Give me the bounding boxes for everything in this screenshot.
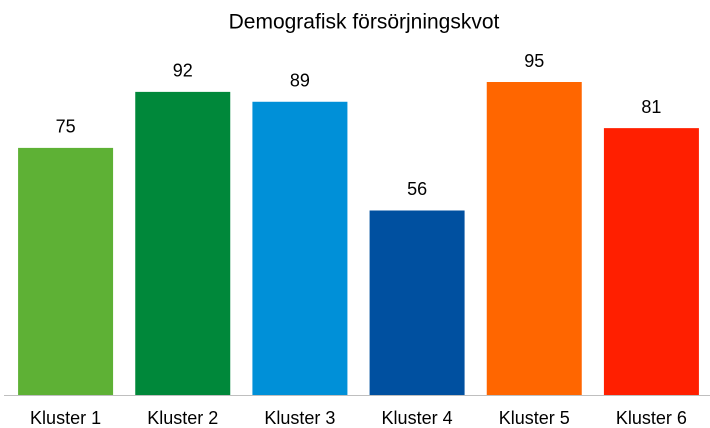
x-tick-label: Kluster 2: [147, 408, 218, 428]
bar: [369, 210, 465, 395]
data-label: 75: [56, 117, 76, 137]
bar: [486, 82, 582, 395]
data-label: 92: [173, 61, 193, 81]
bar: [18, 147, 114, 395]
bar: [135, 91, 231, 395]
x-tick-label: Kluster 6: [616, 408, 687, 428]
x-tick-label: Kluster 1: [30, 408, 101, 428]
data-label: 89: [290, 71, 310, 91]
x-tick-label: Kluster 3: [264, 408, 335, 428]
data-label: 56: [407, 179, 427, 199]
bar: [603, 128, 699, 395]
chart-title: Demografisk försörjningskvot: [229, 11, 500, 34]
data-label: 81: [641, 97, 661, 117]
x-tick-label: Kluster 5: [499, 408, 570, 428]
data-label: 95: [524, 51, 544, 71]
bar: [252, 101, 348, 395]
x-tick-label: Kluster 4: [382, 408, 453, 428]
